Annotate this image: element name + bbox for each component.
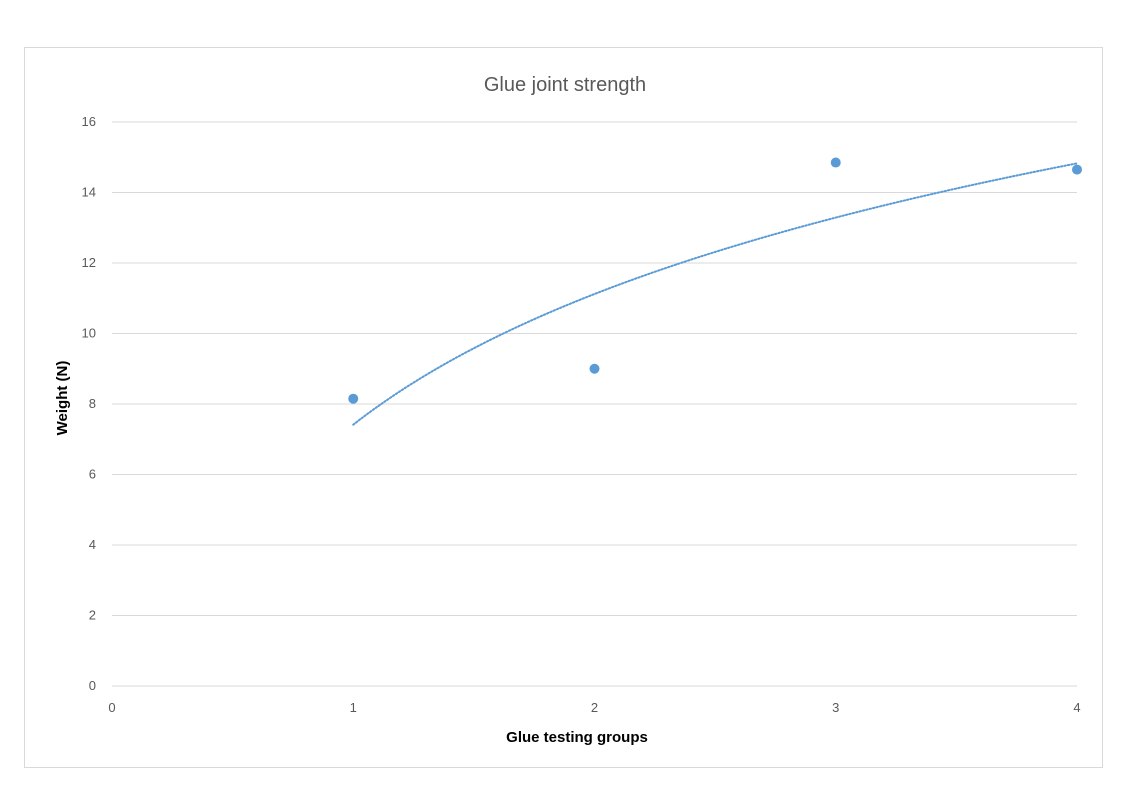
y-tick-label: 14	[82, 185, 96, 200]
y-tick-label: 4	[89, 537, 96, 552]
x-tick-label: 2	[591, 700, 598, 715]
x-tick-label: 4	[1073, 700, 1080, 715]
x-tick-labels: 0 1 2 3 4	[108, 700, 1080, 715]
chart-title: Glue joint strength	[484, 74, 646, 96]
gridlines	[112, 121, 1077, 687]
y-tick-label: 12	[82, 255, 96, 270]
data-point	[589, 363, 600, 374]
y-tick-labels: 0 2 4 6 8 10 12 14 16	[82, 114, 96, 693]
data-points	[348, 157, 1082, 404]
y-tick-label: 2	[89, 608, 96, 623]
y-tick-label: 6	[89, 467, 96, 482]
y-tick-label: 0	[89, 678, 96, 693]
x-tick-label: 0	[108, 700, 115, 715]
data-point	[830, 157, 841, 168]
data-point	[348, 393, 359, 404]
x-axis-title: Glue testing groups	[506, 729, 648, 746]
y-tick-label: 16	[82, 114, 96, 129]
y-axis-title: Weight (N)	[54, 361, 71, 436]
x-tick-label: 3	[832, 700, 839, 715]
x-tick-label: 1	[350, 700, 357, 715]
y-tick-label: 10	[82, 326, 96, 341]
data-point	[1072, 164, 1082, 175]
trendline	[352, 162, 1078, 426]
y-tick-label: 8	[89, 396, 96, 411]
